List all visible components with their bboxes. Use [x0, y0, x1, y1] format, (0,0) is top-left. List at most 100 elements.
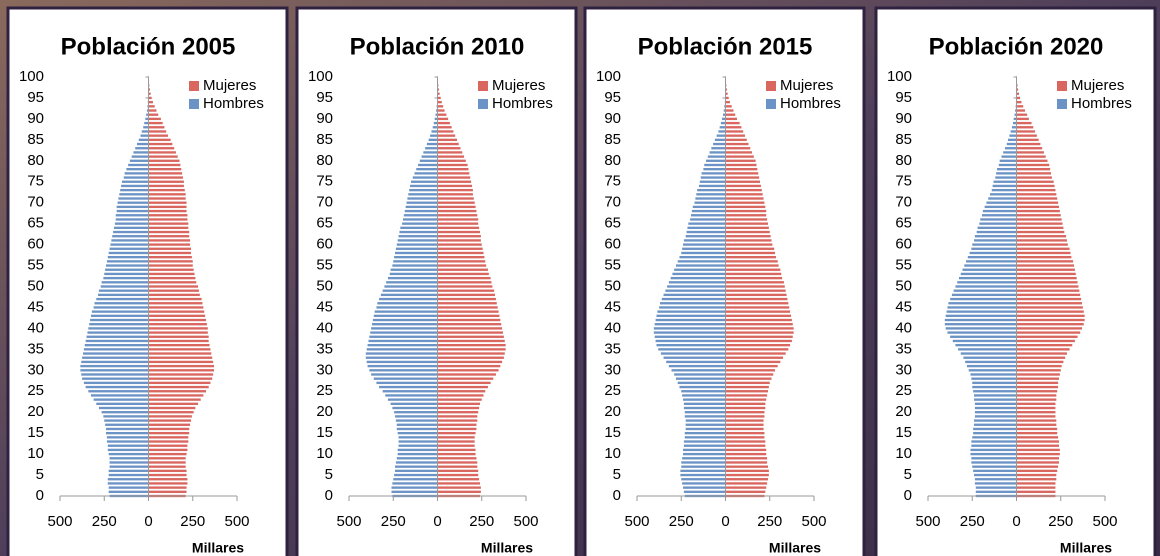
bar	[655, 339, 726, 343]
bar	[725, 457, 768, 460]
bar	[1016, 230, 1065, 234]
bar	[1016, 352, 1067, 355]
bar	[974, 406, 1017, 410]
bar	[437, 247, 483, 250]
bar	[725, 473, 769, 477]
bar	[725, 255, 776, 259]
bar	[373, 314, 438, 318]
bar	[725, 218, 768, 221]
bar	[437, 452, 476, 456]
bar	[725, 377, 772, 380]
bar	[407, 197, 438, 200]
bar	[1016, 151, 1044, 154]
bar	[369, 335, 438, 338]
bar	[437, 465, 478, 468]
bar	[83, 348, 149, 351]
bar	[973, 431, 1017, 435]
x-tick-label: 250	[757, 513, 782, 530]
y-tick-label: 15	[316, 424, 333, 441]
y-tick-label: 25	[27, 382, 44, 399]
bar	[90, 314, 149, 318]
bar	[96, 297, 149, 301]
bar	[96, 402, 149, 405]
bar	[371, 373, 438, 376]
bar	[725, 251, 776, 255]
bar	[148, 226, 189, 230]
bar	[704, 163, 726, 167]
y-tick-label: 75	[316, 173, 333, 190]
bar	[974, 473, 1017, 477]
bar	[725, 306, 790, 309]
bar	[1016, 285, 1079, 288]
bar	[437, 276, 491, 280]
bar	[970, 448, 1017, 452]
bar	[437, 209, 477, 213]
y-tick-label: 40	[27, 319, 44, 336]
bar	[963, 356, 1017, 359]
bar	[437, 201, 475, 204]
bar	[148, 486, 187, 489]
bar	[148, 356, 213, 359]
bar	[971, 247, 1017, 250]
bar	[725, 109, 734, 112]
bar	[106, 436, 149, 439]
y-tick-label: 35	[604, 340, 621, 357]
bar	[675, 377, 726, 380]
bar	[674, 373, 726, 376]
bar	[685, 419, 726, 422]
bar	[148, 394, 204, 397]
bar	[1016, 247, 1070, 250]
bar	[376, 381, 438, 385]
bar	[995, 176, 1017, 179]
legend-swatch	[766, 99, 776, 109]
bar	[725, 331, 794, 334]
y-tick-label: 55	[895, 257, 912, 274]
bar	[395, 465, 438, 468]
bar	[725, 235, 771, 238]
bar	[148, 335, 209, 338]
y-tick-label: 15	[895, 424, 912, 441]
bar	[690, 218, 726, 221]
y-tick-label: 60	[316, 236, 333, 253]
bar	[82, 377, 149, 380]
bar	[437, 205, 476, 209]
bar	[437, 478, 480, 481]
bar	[85, 339, 149, 343]
x-tick-label: 250	[92, 513, 117, 530]
chart-title: Población 2010	[350, 33, 525, 60]
bar	[973, 427, 1017, 431]
bar	[725, 356, 784, 359]
bar	[657, 310, 726, 313]
bar	[725, 188, 762, 192]
bar	[1016, 423, 1057, 426]
bar	[380, 293, 438, 297]
x-tick-label: 250	[469, 513, 494, 530]
y-tick-label: 95	[604, 89, 621, 106]
bar	[682, 457, 726, 460]
y-tick-label: 0	[36, 487, 44, 504]
bar	[366, 360, 438, 364]
bar	[148, 402, 199, 405]
bar	[696, 193, 726, 196]
bar	[437, 356, 504, 359]
bar	[698, 184, 726, 188]
bar	[970, 452, 1017, 456]
bar	[90, 318, 149, 322]
bar	[437, 121, 450, 125]
bar	[684, 415, 726, 418]
bar	[683, 239, 726, 242]
bar	[394, 473, 438, 477]
x-tick-label: 500	[513, 513, 538, 530]
bar	[437, 444, 475, 447]
bar	[118, 197, 149, 200]
bar	[725, 436, 765, 439]
bar	[1016, 398, 1057, 401]
bar	[148, 369, 214, 372]
y-tick-label: 50	[27, 277, 44, 294]
y-tick-label: 40	[604, 319, 621, 336]
bar	[991, 188, 1017, 192]
bar	[988, 197, 1017, 200]
bar	[981, 214, 1017, 217]
y-tick-label: 40	[316, 319, 333, 336]
